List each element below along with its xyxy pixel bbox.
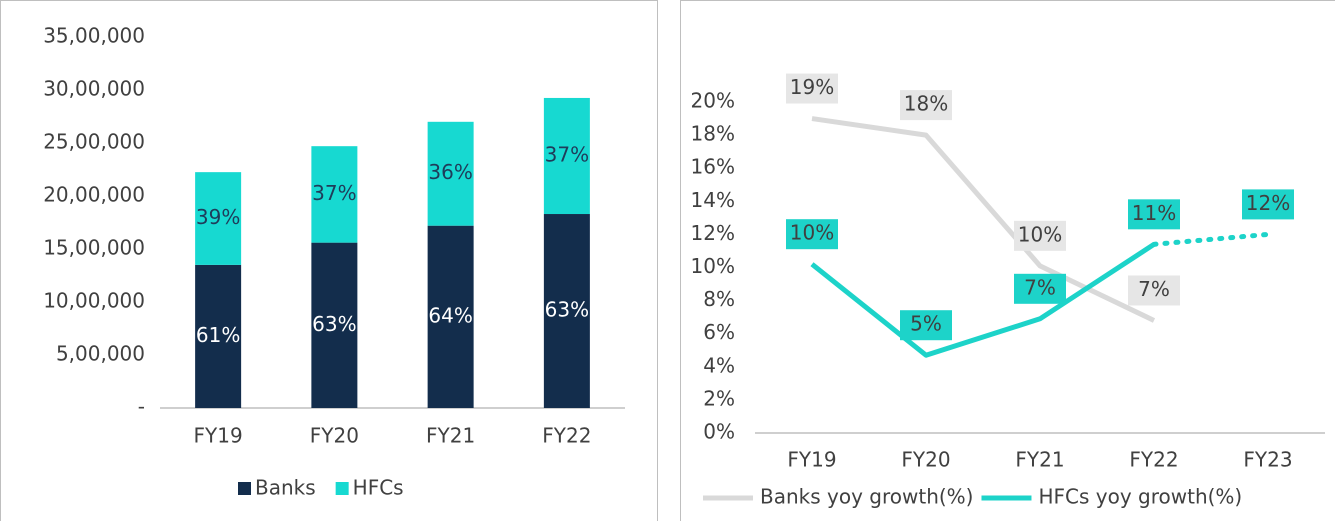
data-label: 37% bbox=[312, 181, 356, 205]
x-tick-label: FY23 bbox=[1243, 448, 1292, 472]
y-tick-label: 14% bbox=[691, 188, 735, 212]
y-tick-label: 8% bbox=[703, 287, 735, 311]
line-dotted bbox=[1154, 234, 1268, 244]
data-label: 12% bbox=[1246, 191, 1290, 215]
y-tick-label: 35,00,000 bbox=[43, 24, 145, 48]
data-label: 39% bbox=[196, 205, 240, 229]
data-label: 10% bbox=[1018, 222, 1062, 246]
y-tick-label: - bbox=[138, 395, 145, 419]
y-tick-label: 0% bbox=[703, 420, 735, 444]
x-tick-label: FY22 bbox=[542, 424, 591, 448]
x-tick-label: FY21 bbox=[426, 424, 475, 448]
y-tick-label: 12% bbox=[691, 221, 735, 245]
legend-label: HFCs yoy growth(%) bbox=[1038, 485, 1242, 509]
x-tick-label: FY19 bbox=[787, 448, 836, 472]
data-label: 63% bbox=[545, 298, 589, 322]
data-label: 11% bbox=[1132, 201, 1176, 225]
data-label: 7% bbox=[1138, 277, 1170, 301]
x-tick-label: FY20 bbox=[310, 424, 359, 448]
y-tick-label: 20,00,000 bbox=[43, 183, 145, 207]
legend-label: HFCs bbox=[353, 476, 404, 500]
x-tick-label: FY22 bbox=[1129, 448, 1178, 472]
y-tick-label: 6% bbox=[703, 320, 735, 344]
legend-label: Banks bbox=[255, 476, 316, 500]
y-tick-label: 16% bbox=[691, 155, 735, 179]
y-tick-label: 15,00,000 bbox=[43, 236, 145, 260]
legend-swatch bbox=[238, 482, 251, 495]
data-label: 61% bbox=[196, 323, 240, 347]
data-label: 36% bbox=[428, 160, 472, 184]
x-tick-label: FY21 bbox=[1015, 448, 1064, 472]
y-tick-label: 4% bbox=[703, 353, 735, 377]
line bbox=[812, 119, 1154, 321]
data-label: 63% bbox=[312, 312, 356, 336]
data-label: 37% bbox=[545, 142, 589, 166]
data-label: 5% bbox=[910, 312, 942, 336]
data-label: 64% bbox=[428, 303, 472, 327]
legend-swatch bbox=[336, 482, 349, 495]
x-tick-label: FY19 bbox=[194, 424, 243, 448]
data-label: 19% bbox=[790, 75, 834, 99]
y-tick-label: 10% bbox=[691, 254, 735, 278]
legend-label: Banks yoy growth(%) bbox=[760, 485, 973, 509]
y-tick-label: 10,00,000 bbox=[43, 289, 145, 313]
x-tick-label: FY20 bbox=[901, 448, 950, 472]
y-tick-label: 2% bbox=[703, 386, 735, 410]
y-tick-label: 30,00,000 bbox=[43, 77, 145, 101]
right-panel bbox=[681, 1, 1335, 522]
data-label: 10% bbox=[790, 221, 834, 245]
y-tick-label: 25,00,000 bbox=[43, 130, 145, 154]
y-tick-label: 20% bbox=[691, 89, 735, 113]
y-tick-label: 18% bbox=[691, 122, 735, 146]
y-tick-label: 5,00,000 bbox=[56, 342, 145, 366]
line bbox=[812, 244, 1154, 355]
data-label: 18% bbox=[904, 92, 948, 116]
data-label: 7% bbox=[1024, 275, 1056, 299]
